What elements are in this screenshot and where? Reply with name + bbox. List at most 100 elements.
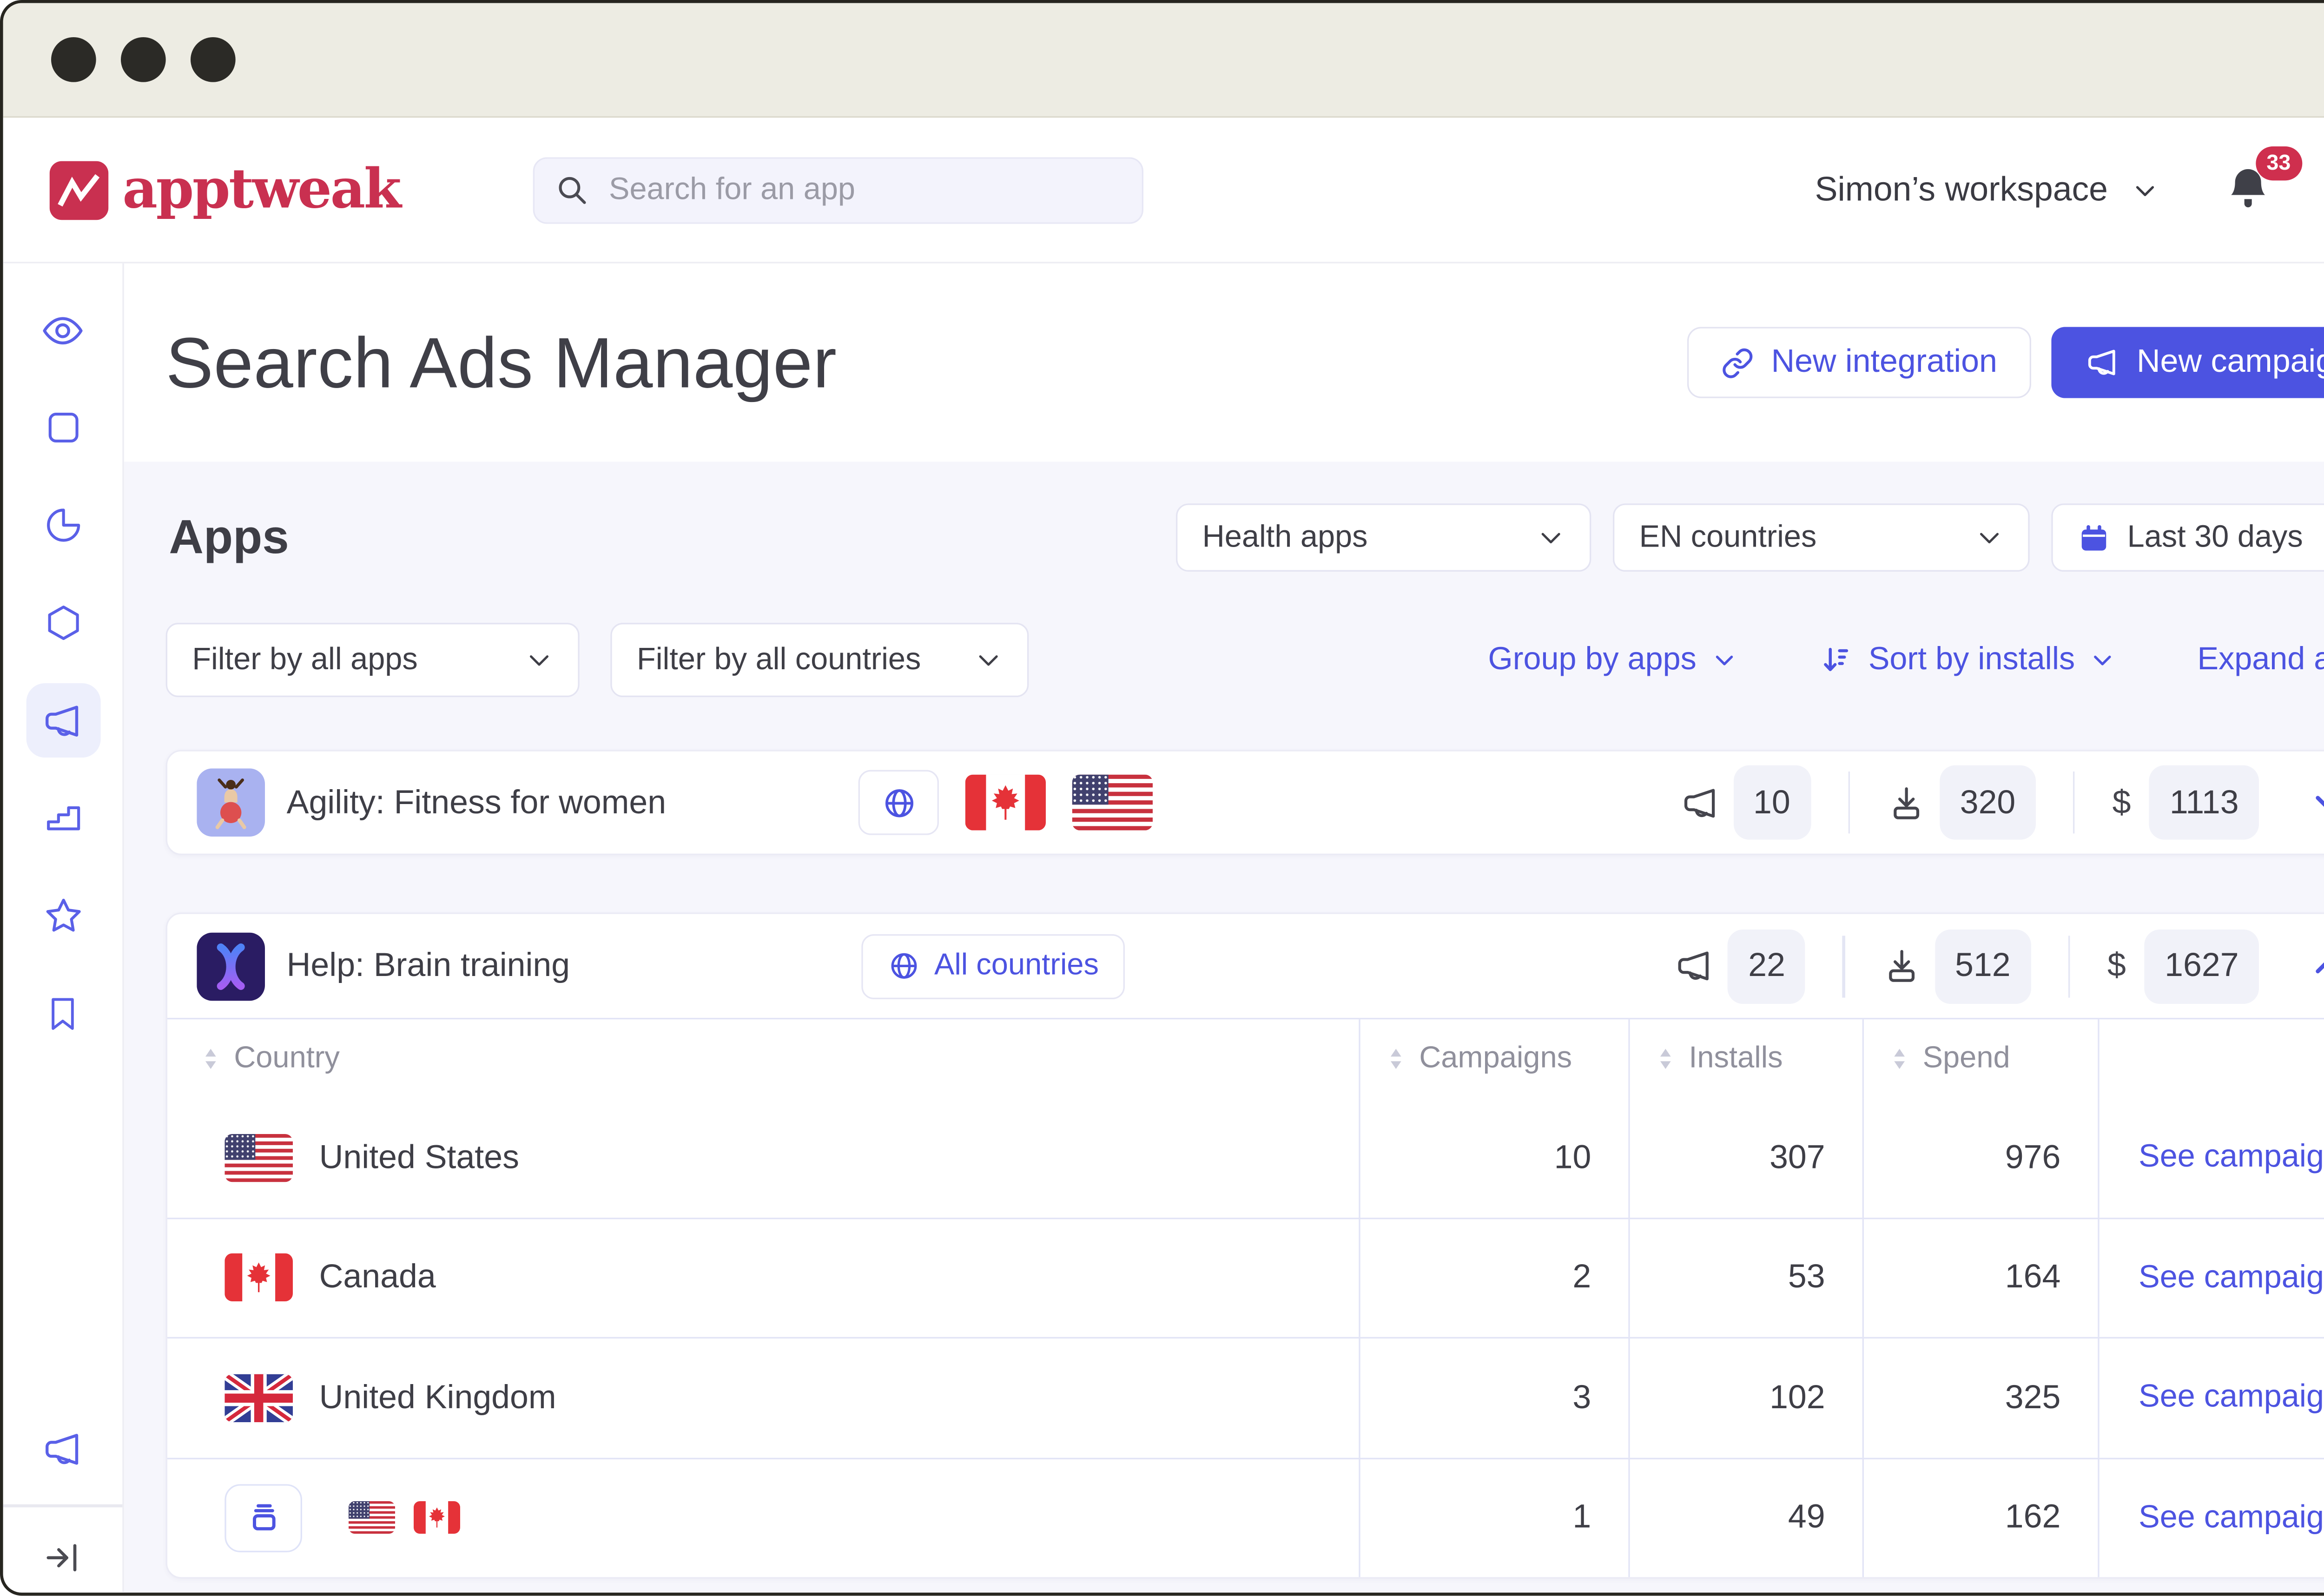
window-control-dot[interactable] (190, 37, 236, 82)
installs-count: 512 (1934, 929, 2031, 1003)
see-campaigns-link[interactable]: See campaigns (2139, 1499, 2324, 1535)
campaigns-cell: 2 (1359, 1218, 1628, 1337)
new-campaign-button[interactable]: New campaign (2051, 327, 2324, 398)
chevron-down-icon (529, 655, 548, 666)
column-header-actions (2098, 1019, 2324, 1099)
table-row: 1 49 162 See campaigns (167, 1457, 2324, 1577)
apptweak-logo[interactable]: apptweak (49, 160, 402, 219)
app-search-bar[interactable] (533, 156, 1143, 223)
country-name: United Kingdom (319, 1378, 556, 1416)
country-cell: United States (167, 1098, 1359, 1217)
column-header-country[interactable]: Country (167, 1019, 1359, 1098)
currency-symbol: $ (2112, 783, 2131, 820)
date-range-select[interactable]: Last 30 days (2051, 503, 2324, 572)
section-heading: Apps (169, 509, 289, 564)
table-head: Country Campaigns Installs (167, 1019, 2324, 1099)
country-cell: United Kingdom (167, 1339, 1359, 1457)
sidebar-item-favorites[interactable] (26, 878, 100, 953)
installs-cell: 49 (1628, 1458, 1862, 1577)
window-control-dot[interactable] (120, 37, 166, 82)
sidebar-item-pages[interactable] (26, 390, 100, 465)
app-card-agility: Agility: Fitness for women (165, 750, 2324, 855)
installs-cell: 102 (1628, 1338, 1862, 1457)
main-content: Search Ads Manager New integration New c… (124, 263, 2324, 1593)
all-countries-button[interactable]: All countries (861, 933, 1125, 999)
expand-all-control[interactable]: Expand all (2198, 641, 2324, 679)
page-title: Search Ads Manager (165, 322, 837, 403)
globe-button[interactable] (858, 770, 939, 835)
group-by-label: Group by apps (1488, 641, 1697, 677)
workspace-dropdown[interactable]: Simon’s workspace (1815, 170, 2158, 210)
installs-cell: 307 (1628, 1098, 1862, 1217)
date-range-select-value: Last 30 days (2127, 520, 2303, 554)
app-row-header[interactable]: Agility: Fitness for women (167, 752, 2324, 854)
new-integration-label: New integration (1771, 343, 1997, 380)
search-input[interactable] (606, 170, 1122, 209)
link-icon (1723, 347, 1753, 378)
see-campaigns-link[interactable]: See campaigns (2139, 1139, 2324, 1175)
uk-flag-icon (224, 1373, 293, 1422)
actions-cell: See campaigns (2098, 1218, 2324, 1337)
country-name: United States (319, 1138, 519, 1176)
sidebar-item-benchmarks[interactable] (26, 586, 100, 660)
sidebar-item-announcements[interactable] (26, 1411, 100, 1486)
apptweak-logo-icon (49, 160, 109, 219)
divider (2073, 771, 2075, 834)
new-integration-button[interactable]: New integration (1687, 327, 2032, 398)
globe-icon (885, 788, 913, 817)
sidebar-item-overview[interactable] (26, 293, 100, 367)
column-header-installs[interactable]: Installs (1628, 1019, 1862, 1099)
megaphone-icon (1684, 788, 1714, 817)
expand-row-chevron-down-icon[interactable] (2310, 784, 2324, 821)
sort-by-control[interactable]: Sort by installs (1819, 641, 2115, 679)
filter-by-apps-select[interactable]: Filter by all apps (165, 622, 580, 697)
app-type-select[interactable]: Health apps (1175, 503, 1591, 572)
arrow-to-line-icon (46, 1543, 77, 1571)
app-name: Help: Brain training (286, 946, 570, 984)
sidebar-item-analytics[interactable] (26, 488, 100, 562)
usa-flag-icon (1072, 774, 1153, 831)
sidebar-item-saved[interactable] (26, 976, 100, 1050)
bookmark-icon (52, 997, 74, 1029)
app-stats: 10 320 $ 1113 (1680, 765, 2324, 840)
chevron-down-icon (1541, 533, 1560, 544)
canada-flag-icon (413, 1501, 460, 1534)
divider (1842, 935, 1845, 997)
app-card-help: Help: Brain training All countries 22 51… (165, 912, 2324, 1579)
chevron-down-icon (1980, 533, 1999, 544)
column-header-spend[interactable]: Spend (1862, 1019, 2098, 1099)
collapse-row-chevron-up-icon[interactable] (2310, 947, 2324, 984)
list-controls: Group by apps Sort by installs Expand al… (1488, 641, 2324, 679)
app-row-header[interactable]: Help: Brain training All countries 22 51… (167, 914, 2324, 1018)
megaphone-icon (1678, 951, 1710, 981)
apps-toolbar: Apps Health apps EN countries (166, 503, 2324, 572)
page-header: Search Ads Manager New integration New c… (124, 263, 2324, 462)
group-by-control[interactable]: Group by apps (1488, 641, 1737, 679)
see-campaigns-link[interactable]: See campaigns (2139, 1259, 2324, 1295)
sort-by-label: Sort by installs (1868, 641, 2075, 677)
window-control-dot[interactable] (51, 37, 96, 82)
notifications-button[interactable]: 33 (2223, 146, 2302, 215)
chevron-down-icon (1716, 655, 1733, 666)
country-group-button[interactable] (224, 1484, 302, 1552)
new-campaign-label: New campaign (2136, 343, 2324, 380)
hexagon-icon (47, 605, 79, 640)
column-header-campaigns[interactable]: Campaigns (1359, 1019, 1628, 1099)
stairs-icon (46, 806, 79, 831)
sort-arrows-icon (205, 1049, 216, 1069)
filter-by-countries-select[interactable]: Filter by all countries (610, 622, 1029, 697)
collapse-sidebar-button[interactable] (26, 1520, 100, 1593)
country-group-select[interactable]: EN countries (1612, 503, 2030, 572)
apps-toolbar-filters: Health apps EN countries (1175, 503, 2324, 572)
country-cell: Canada (167, 1219, 1359, 1337)
canada-flag-icon (224, 1253, 293, 1302)
sidebar-item-growth[interactable] (26, 781, 100, 855)
megaphone-icon (46, 1433, 79, 1464)
spend-amount: 1627 (2144, 929, 2259, 1003)
chevron-down-icon (2135, 185, 2153, 196)
sidebar-item-search-ads[interactable] (25, 683, 100, 758)
table-row: United States 10 307 976 See campaigns (167, 1098, 2324, 1217)
see-campaigns-link[interactable]: See campaigns (2139, 1379, 2324, 1415)
usa-flag-icon (348, 1501, 395, 1534)
